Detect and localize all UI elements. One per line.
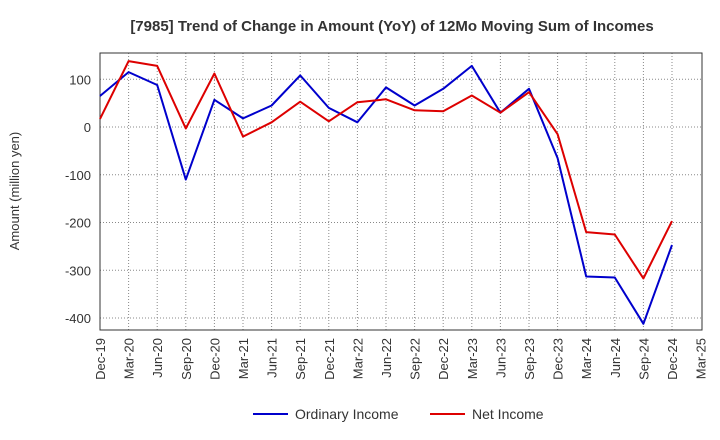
grid (100, 53, 702, 330)
x-tick-label: Sep-23 (522, 338, 537, 380)
series-group (99, 60, 673, 325)
x-axis: Dec-19 Mar-20 Jun-20 Sep-20 Dec-20 Mar-21 Jun-… (93, 338, 709, 380)
x-tick-label: Sep-24 (636, 338, 651, 380)
y-axis-label: Amount (million yen) (7, 132, 22, 251)
chart-title: [7985] Trend of Change in Amount (YoY) o… (130, 18, 653, 35)
x-tick-label: Jun-20 (150, 338, 165, 378)
x-tick-label: Dec-22 (436, 338, 451, 380)
x-tick-label: Dec-20 (207, 338, 222, 380)
y-tick-label: -100 (65, 168, 91, 183)
x-tick-label: Sep-20 (179, 338, 194, 380)
x-tick-label: Mar-21 (236, 338, 251, 379)
x-tick-label: Mar-20 (122, 338, 137, 379)
x-tick-label: Dec-23 (551, 338, 566, 380)
x-tick-label: Jun-23 (493, 338, 508, 378)
x-tick-label: Jun-22 (379, 338, 394, 378)
x-tick-label: Dec-24 (665, 338, 680, 380)
x-tick-label: Dec-19 (93, 338, 108, 380)
x-tick-label: Mar-22 (350, 338, 365, 379)
legend-label-1: Net Income (472, 406, 544, 422)
x-tick-label: Mar-24 (579, 338, 594, 379)
x-tick-label: Mar-23 (465, 338, 480, 379)
y-tick-label: -300 (65, 263, 91, 278)
legend: Ordinary Income Net Income (253, 406, 544, 422)
x-tick-label: Jun-21 (265, 338, 280, 378)
y-axis: 100 0 -100 -200 -300 -400 (65, 72, 91, 326)
legend-label-0: Ordinary Income (295, 406, 399, 422)
y-tick-label: 0 (84, 120, 91, 135)
plot-area (99, 52, 703, 331)
x-tick-label: Mar-25 (694, 338, 709, 379)
y-tick-label: -200 (65, 216, 91, 231)
y-tick-label: 100 (69, 72, 91, 87)
y-tick-label: -400 (65, 311, 91, 326)
x-tick-label: Sep-22 (408, 338, 423, 380)
x-tick-label: Jun-24 (608, 338, 623, 378)
x-tick-label: Dec-21 (322, 338, 337, 380)
x-tick-label: Sep-21 (293, 338, 308, 380)
